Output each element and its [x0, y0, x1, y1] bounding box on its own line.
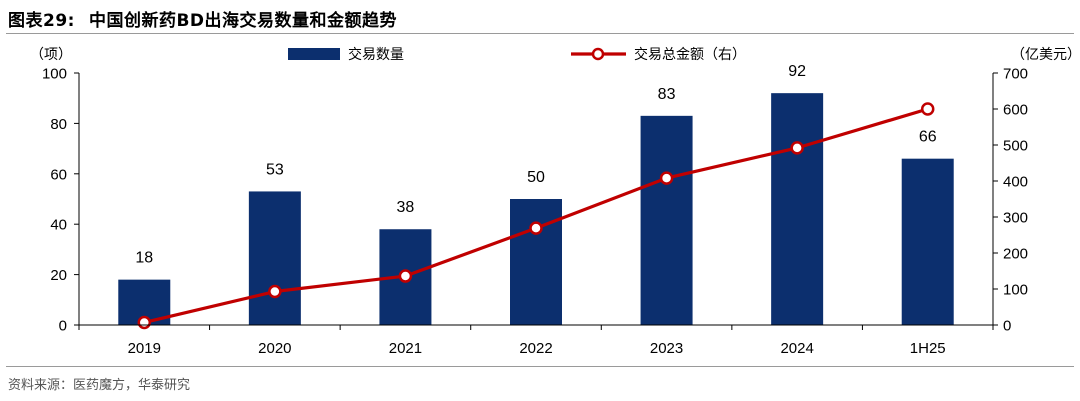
right-tick-label: 600 — [1003, 102, 1028, 119]
left-tick-label: 0 — [59, 318, 67, 335]
line-marker — [529, 221, 543, 235]
axes: 0 20 40 60 80 100 0 100 200 300 400 500 600 700 2019 20… — [42, 66, 1028, 358]
line-marker — [137, 315, 152, 330]
bar-data-label: 18 — [135, 250, 153, 267]
legend-bar-swatch — [288, 48, 340, 60]
right-tick-label: 700 — [1003, 66, 1028, 83]
x-tick-label: 2019 — [128, 340, 161, 357]
bar-data-label: 38 — [397, 199, 415, 216]
right-tick-label: 100 — [1003, 282, 1028, 299]
left-tick-label: 20 — [50, 267, 67, 284]
legend-bar-label: 交易数量 — [348, 46, 404, 62]
bar — [248, 191, 301, 325]
left-tick-label: 40 — [50, 217, 67, 234]
source-note: 资料来源：医药魔方，华泰研究 — [8, 378, 191, 393]
legend-line-marker — [591, 47, 605, 61]
figure-title: 图表29: 中国创新药BD出海交易数量和金额趋势 — [8, 6, 397, 31]
left-tick-label: 100 — [42, 66, 67, 83]
bar — [510, 199, 562, 325]
line-series — [137, 102, 935, 330]
chart: 18 53 38 50 83 92 66 0 20 40 60 80 100 0 100 200 300 400… — [30, 46, 1080, 358]
figure-number: 图表29: — [8, 11, 75, 31]
bar-data-label: 50 — [527, 169, 545, 186]
x-tick-label: 1H25 — [910, 340, 946, 357]
bar-data-labels: 18 53 38 50 83 92 66 — [135, 63, 936, 266]
bar — [901, 158, 954, 325]
right-tick-label: 200 — [1003, 246, 1028, 263]
legend-line-label: 交易总金额（右） — [634, 46, 746, 62]
bar-data-label: 66 — [919, 129, 937, 146]
x-tick-label: 2021 — [389, 340, 422, 357]
x-tick-label: 2022 — [519, 340, 552, 357]
right-tick-label: 400 — [1003, 174, 1028, 191]
right-tick-label: 300 — [1003, 210, 1028, 227]
top-rule — [6, 33, 1074, 34]
bar-data-label: 92 — [788, 63, 806, 80]
line-marker — [790, 141, 804, 155]
right-tick-label: 0 — [1003, 318, 1011, 335]
bar-data-label: 83 — [658, 86, 676, 103]
line-marker — [920, 102, 935, 116]
bar-data-label: 53 — [266, 161, 284, 178]
bar — [640, 115, 693, 325]
line-marker — [659, 171, 674, 185]
left-axis-unit-label: （项） — [30, 46, 72, 62]
right-tick-label: 500 — [1003, 138, 1028, 155]
x-tick-label: 2024 — [780, 340, 813, 357]
legend: 交易数量 交易总金额（右） — [288, 46, 746, 62]
line-marker — [398, 269, 413, 283]
bar-series — [118, 93, 954, 325]
left-tick-label: 80 — [50, 116, 67, 133]
left-tick-label: 60 — [50, 166, 67, 183]
line-marker — [268, 284, 282, 299]
figure-title-text: 中国创新药BD出海交易数量和金额趋势 — [88, 11, 398, 31]
bar — [771, 93, 824, 325]
right-axis-unit-label: （亿美元） — [1011, 46, 1080, 62]
bottom-rule — [6, 366, 1074, 367]
x-tick-label: 2023 — [650, 340, 683, 357]
x-tick-label: 2020 — [258, 340, 291, 357]
